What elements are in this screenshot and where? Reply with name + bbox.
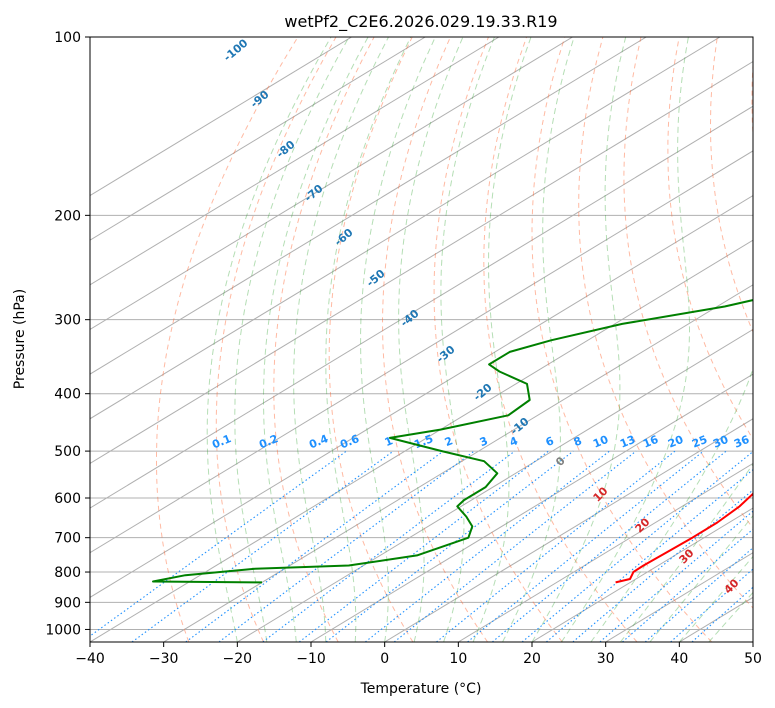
isotherm-gridline (384, 418, 753, 642)
plot-frame (89, 36, 754, 643)
moist-adiabat-line (398, 37, 464, 642)
mixing-ratio-label: 20 (666, 433, 685, 451)
moist-adiabat-line (440, 37, 495, 642)
moist-adiabat-line (620, 463, 753, 642)
moist-adiabat-line (472, 37, 532, 642)
dry-adiabat-line (709, 37, 753, 334)
moist-adiabat-line (531, 37, 627, 642)
y-tick-label: 600 (54, 491, 81, 507)
moist-adiabat-line (325, 37, 412, 642)
x-tick-label: −10 (296, 651, 326, 667)
isotherm-gridline (237, 328, 753, 642)
sounding-series (152, 299, 753, 584)
mixing-ratio-label: 30 (711, 433, 730, 451)
moist-adiabat-line (234, 37, 350, 642)
x-tick-label: 30 (597, 651, 615, 667)
y-tick-label: 800 (54, 565, 81, 581)
mixing-ratio-line (131, 450, 394, 642)
x-axis-title: Temperature (°C) (360, 681, 482, 697)
isotherm-gridline (310, 373, 753, 642)
x-axis: −40 −30 −20 −10 0 10 20 30 40 50 (75, 642, 762, 667)
moist-adiabat-line (206, 37, 332, 642)
x-tick-label: −30 (149, 651, 179, 667)
mixing-ratio-label: 13 (618, 433, 637, 451)
x-tick-label: 40 (670, 651, 688, 667)
y-tick-label: 700 (54, 531, 81, 547)
mixing-ratio-line (467, 450, 704, 642)
mixing-ratio-line (436, 450, 676, 642)
dry-adiabat-lines (156, 37, 753, 642)
y-tick-label: 1000 (45, 622, 81, 638)
mixing-ratio-line (491, 450, 727, 642)
dry-adiabat-line (433, 37, 563, 642)
y-axis: 100 200 300 400 500 600 700 800 900 1000 (45, 30, 90, 638)
isotherm-gridline (90, 37, 352, 197)
dry-adiabat-line (483, 37, 638, 642)
mixing-ratio-line (298, 450, 549, 642)
mixing-ratio-line (90, 450, 347, 637)
isotherm-gridline (458, 462, 753, 642)
moist-adiabat-line (360, 37, 436, 642)
isotherm-gridline (90, 37, 573, 331)
moist-adiabat-line (590, 367, 753, 642)
mixing-ratio-label: 3 (478, 434, 490, 449)
y-tick-label: 900 (54, 595, 81, 611)
isotherm-gridline (90, 37, 721, 420)
temperature-profile-line (615, 492, 753, 584)
isotherm-gridline (90, 37, 500, 286)
isotherm-gridline (531, 507, 753, 642)
isotherm-gridline (90, 194, 753, 598)
isotherm-gridline (90, 239, 753, 642)
isotherm-gridline (90, 150, 753, 554)
dry-adiabat-line (328, 37, 414, 642)
x-tick-label: 20 (523, 651, 541, 667)
isotherm-gridline (90, 37, 647, 375)
y-tick-label: 500 (54, 444, 81, 460)
isotherm-gridline (90, 105, 753, 509)
mixing-ratio-label: 2 (443, 434, 455, 449)
mixing-ratio-label: 36 (732, 433, 751, 451)
mixing-ratio-line (521, 450, 753, 642)
moist-adiabat-line (263, 37, 369, 642)
dewpoint-profile-line (152, 299, 753, 584)
mixing-ratio-label: 25 (690, 433, 709, 451)
moist-adiabat-line (293, 37, 389, 642)
y-tick-label: 200 (54, 208, 81, 224)
moist-adiabat-line (561, 37, 690, 642)
mixing-ratio-line (325, 450, 574, 642)
mixing-ratio-line (572, 489, 753, 642)
moist-adiabat-line (649, 514, 753, 642)
moist-adiabat-line (502, 37, 575, 642)
y-tick-label: 300 (54, 313, 81, 329)
y-tick-label: 400 (54, 387, 81, 403)
x-tick-label: 0 (380, 651, 389, 667)
mixing-ratio-label: 1 (383, 434, 395, 449)
dry-adiabat-line (215, 37, 337, 642)
mixing-ratio-line (545, 468, 753, 642)
isotherm-gridline (163, 284, 753, 642)
y-tick-label: 100 (54, 30, 81, 46)
x-tick-label: 10 (449, 651, 467, 667)
mixing-ratio-label: 16 (641, 433, 660, 451)
background-grid (90, 37, 753, 642)
dry-adiabat-line (381, 37, 489, 642)
isotherm-gridline (90, 61, 753, 464)
y-axis-title: Pressure (hPa) (12, 289, 28, 389)
isotherm-gridline (90, 37, 426, 241)
x-tick-label: −40 (75, 651, 105, 667)
x-tick-label: 50 (744, 651, 762, 667)
mixing-ratio-label: 8 (572, 434, 584, 449)
mixing-ratio-label: 10 (591, 433, 610, 451)
moist-adiabat-lines (206, 37, 753, 642)
dry-adiabat-line (578, 37, 753, 609)
x-tick-label: −20 (223, 651, 253, 667)
dry-adiabat-line (623, 37, 753, 529)
moist-adiabat-line (678, 555, 753, 642)
chart-title: wetPf2_C2E6.2026.029.19.33.R19 (284, 12, 557, 32)
dry-adiabat-line (531, 37, 713, 642)
